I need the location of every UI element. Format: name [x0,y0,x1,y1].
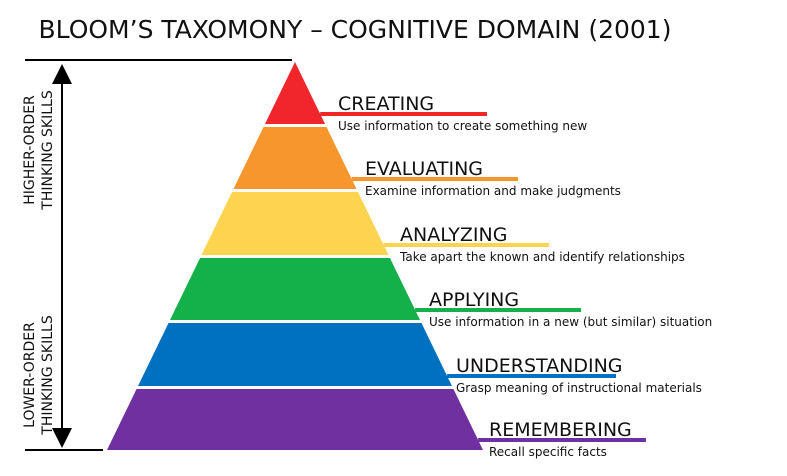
title: BLOOM’S TAXOMONY – COGNITIVE DOMAIN (200… [39,15,672,44]
level-description: Recall specific facts [489,445,607,459]
pyramid-level [264,62,326,124]
side-label: THINKING SKILLS [40,315,56,436]
side-label: THINKING SKILLS [40,90,56,211]
level-description: Use information to create something new [338,119,587,133]
pyramid-level [169,258,421,320]
side-label: HIGHER-ORDER [22,95,38,205]
level-description: Examine information and make judgments [365,184,621,198]
level-name: ANALYZING [400,224,507,246]
level-description: Grasp meaning of instructional materials [456,381,702,395]
level-description: Use information in a new (but similar) s… [429,315,712,329]
level-name: CREATING [338,93,434,115]
pyramid-level [201,192,389,255]
level-name: APPLYING [429,289,519,311]
pyramid-level [138,323,452,386]
level-description: Take apart the known and identify relati… [399,250,685,264]
level-name: EVALUATING [365,158,483,180]
level-name: REMEMBERING [489,419,632,441]
side-label: LOWER-ORDER [22,322,38,428]
pyramid-level [233,127,357,189]
pyramid-level [107,389,483,450]
level-name: UNDERSTANDING [456,355,623,377]
